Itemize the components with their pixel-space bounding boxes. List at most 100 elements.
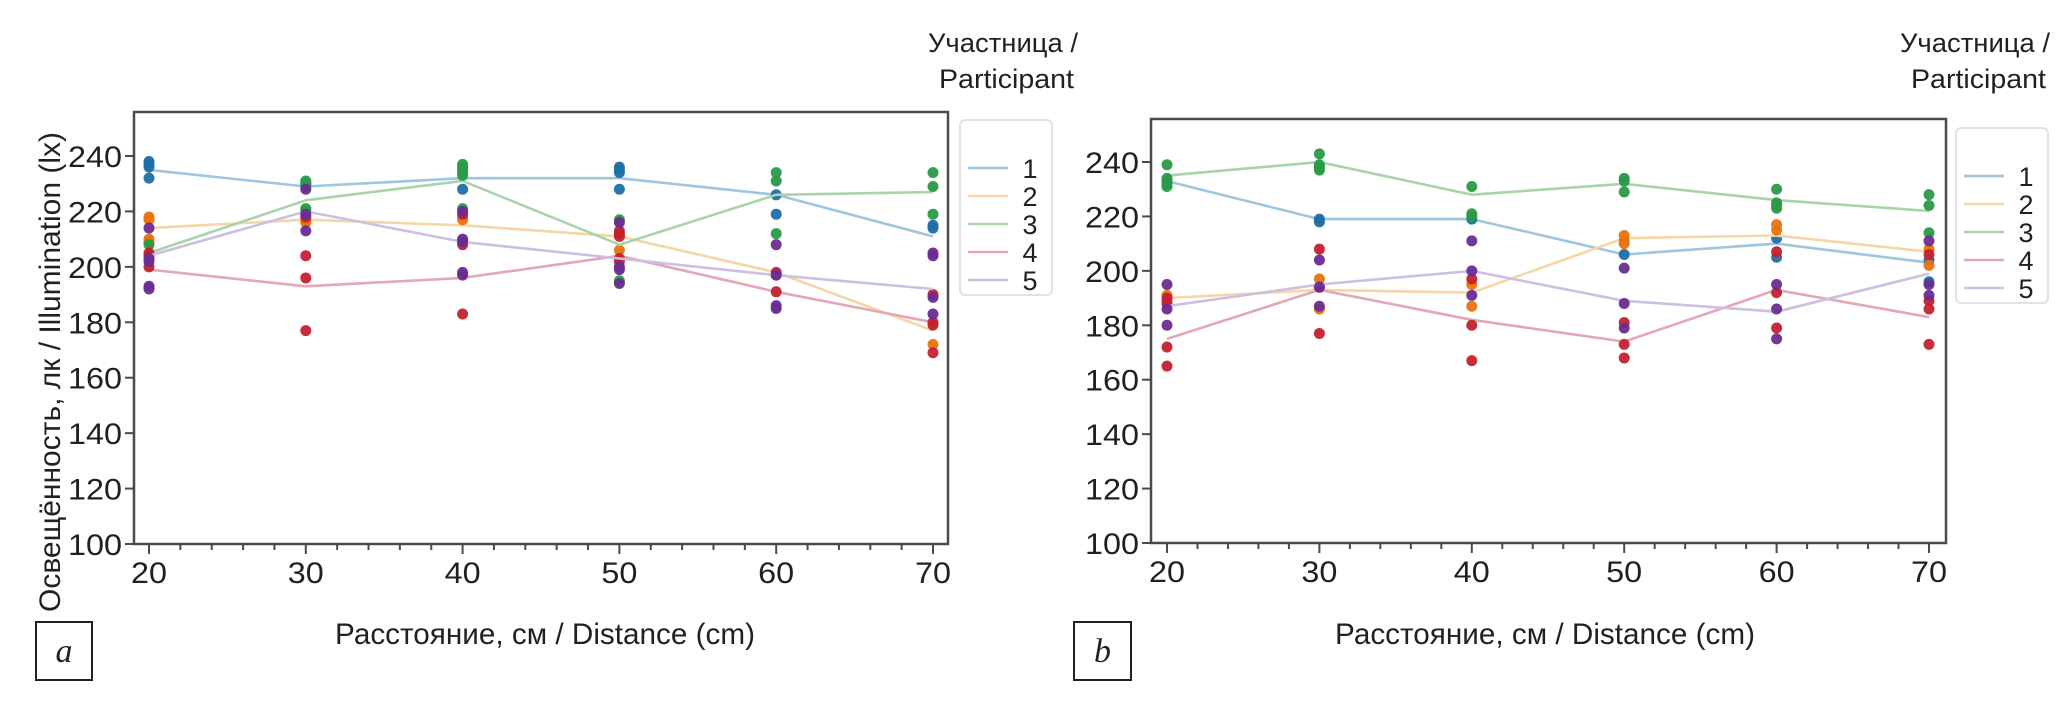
data-point [1466,180,1478,192]
series-line-2 [1166,234,1930,300]
legend-title-line2: Participant [1911,64,2047,94]
data-point [1466,289,1478,301]
legend-title-line1: Участница / [928,28,1079,58]
x-tick-label: 60 [1759,556,1795,589]
data-point [457,183,469,195]
legend-label: 3 [1022,210,1037,240]
legend-label: 5 [2018,274,2033,304]
series-line-5 [1166,269,1930,313]
data-point [457,308,469,320]
data-point [1618,298,1630,310]
data-point [143,172,155,184]
data-point [1161,180,1173,192]
data-point [143,255,155,267]
series-4 [1161,243,1935,372]
x-tick-label: 60 [758,557,794,590]
data-point [1923,200,1935,212]
data-point [1618,262,1630,274]
legend-label: 5 [1022,266,1037,296]
data-point [300,325,312,337]
y-tick-label: 140 [68,418,122,451]
panel-label-box [35,621,93,681]
legend-title-line2: Participant [939,64,1075,94]
data-point [613,167,625,179]
data-point [613,230,625,242]
data-point [770,269,782,281]
legend-box [1955,127,2049,304]
y-tick-label: 200 [68,252,122,285]
x-tick-label: 50 [1606,556,1642,589]
data-point [1161,159,1173,171]
series-line-4 [148,254,934,324]
data-point [1466,235,1478,247]
data-point [1923,338,1935,350]
data-point [300,183,312,195]
data-point [927,291,939,303]
y-tick-label: 160 [1085,365,1139,398]
data-point [1161,341,1173,353]
data-point [1161,278,1173,290]
legend-label: 4 [1022,238,1037,268]
data-point [927,167,939,179]
x-tick-label: 20 [1149,556,1185,589]
data-point [613,244,625,256]
legend-box [959,119,1053,296]
data-point [1466,273,1478,285]
data-point [1618,338,1630,350]
y-tick-label: 180 [68,307,122,340]
data-point [927,180,939,192]
data-point [1771,224,1783,236]
panel-b: 100 120 140 160 180 200 220 240 20 30 40 50 60 70 Расс… [1073,28,2051,681]
plot-frame [132,110,950,546]
y-tick-label: 200 [1085,256,1139,289]
data-point [143,161,155,173]
data-point [927,319,939,331]
data-point [1313,300,1325,312]
data-point [770,175,782,187]
y-tick-label: 140 [1085,419,1139,452]
legend-label: 2 [1022,182,1037,212]
data-point [613,217,625,229]
data-point [1618,238,1630,250]
data-point [457,236,469,248]
data-point [300,225,312,237]
y-tick-label: 100 [1085,528,1139,561]
data-point [1771,246,1783,258]
legend-label: 1 [1022,154,1037,184]
data-point [1771,278,1783,290]
data-point [1923,289,1935,301]
data-point [927,347,939,359]
data-point [1313,327,1325,339]
x-tick-label: 70 [915,557,951,590]
data-point [1313,273,1325,285]
legend-label: 2 [2018,190,2033,220]
data-point [1313,254,1325,266]
data-point [1771,333,1783,345]
y-tick-label: 220 [1085,201,1139,234]
data-point [1923,278,1935,290]
data-point [1466,319,1478,331]
x-axis-title: Расстояние, см / Distance (cm) [1335,618,1755,651]
data-point [1923,259,1935,271]
data-point [1923,249,1935,261]
data-point [770,302,782,314]
panel-a: 100 120 140 160 180 200 220 240 20 30 40 50 60 70 Расс… [34,28,1079,681]
data-point [927,250,939,262]
data-point [1313,148,1325,160]
data-point [1313,281,1325,293]
data-point [300,250,312,262]
y-tick-label: 120 [68,474,122,507]
y-tick-label: 240 [68,141,122,174]
data-point [143,283,155,295]
x-tick-label: 30 [1301,556,1337,589]
data-point [1923,189,1935,201]
data-point [457,169,469,181]
legend-label: 3 [2018,218,2033,248]
legend-title-line1: Участница / [1900,28,2051,58]
data-point [770,239,782,251]
x-tick-label: 40 [1454,556,1490,589]
data-point [613,183,625,195]
data-point [613,264,625,276]
